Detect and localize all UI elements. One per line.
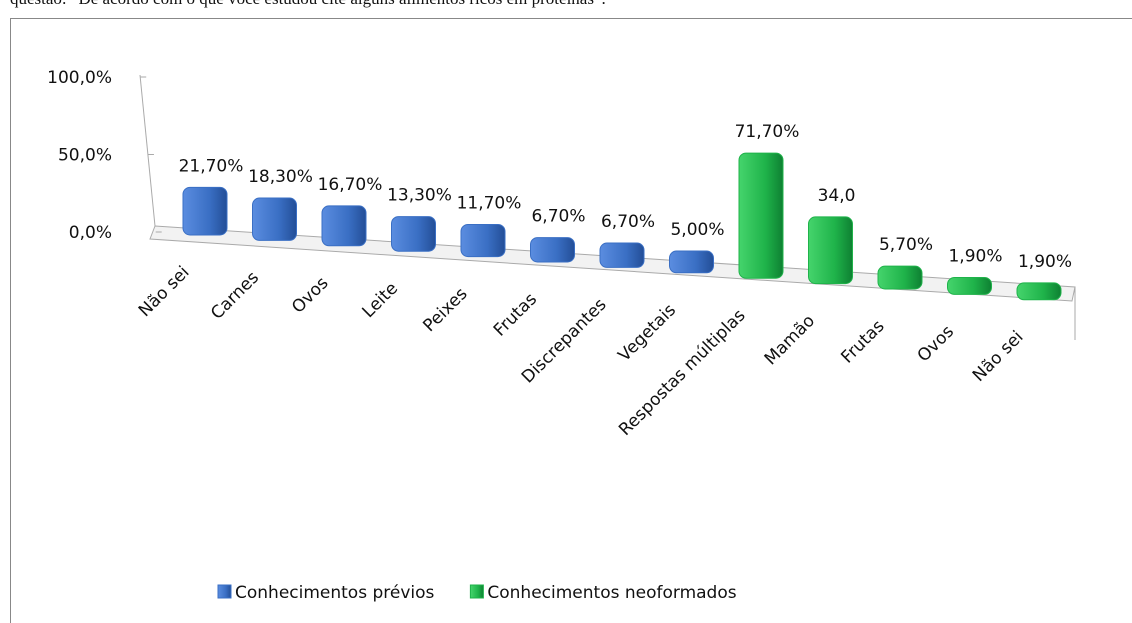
data-label: 1,90%: [1018, 252, 1072, 272]
bar: [460, 223, 506, 258]
data-label: 18,30%: [248, 167, 313, 187]
bar: [599, 242, 645, 268]
data-label: 1,90%: [948, 246, 1002, 266]
y-tick-label: 0,0%: [69, 223, 112, 243]
bar: [738, 152, 784, 279]
bar: [321, 205, 367, 247]
bar: [947, 276, 992, 295]
y-tick-label: 100,0%: [47, 68, 112, 88]
legend-swatch: [469, 584, 484, 599]
bar: [530, 237, 575, 263]
data-label: 5,00%: [670, 220, 724, 240]
x-tick-label: Ovos: [914, 322, 958, 366]
x-tick-label: Vegetais: [614, 300, 680, 366]
x-tick-label: Peixes: [419, 284, 471, 336]
data-label: 6,70%: [601, 212, 655, 232]
x-tick-label: Não sei: [135, 262, 194, 321]
x-tick-label: Ovos: [288, 273, 332, 317]
bar: [877, 265, 923, 290]
legend-label: Conhecimentos prévios: [235, 583, 435, 603]
data-label: 13,30%: [387, 186, 452, 206]
back-wall-edge: [139, 74, 156, 227]
x-tick-label: Não sei: [969, 327, 1028, 386]
data-label: 16,70%: [318, 175, 383, 195]
x-tick-label: Frutas: [837, 316, 888, 367]
data-label: 11,70%: [457, 193, 522, 213]
bar: [252, 197, 297, 241]
bar: [1016, 282, 1062, 301]
x-tick-label: Leite: [359, 279, 402, 322]
x-tick-label: Mamão: [761, 311, 819, 369]
caption: questão: “De acordo com o que você estud…: [10, 0, 606, 8]
x-tick-label: Frutas: [490, 289, 541, 340]
data-label: 6,70%: [531, 207, 585, 227]
data-label: 34,0: [818, 186, 856, 206]
data-label: 5,70%: [879, 235, 933, 255]
bar: [182, 186, 228, 236]
x-tick-label: Carnes: [207, 268, 263, 324]
legend-swatch: [217, 584, 232, 599]
chart-frame: [10, 18, 1132, 623]
y-tick-label: 50,0%: [58, 146, 112, 166]
bar: [808, 216, 853, 285]
bar: [391, 216, 436, 252]
x-tick-label: Respostas múltiplas: [615, 305, 749, 439]
data-label: 21,70%: [179, 156, 244, 176]
legend-label: Conhecimentos neoformados: [487, 583, 736, 603]
data-label: 71,70%: [735, 122, 800, 142]
bar: [669, 250, 714, 274]
